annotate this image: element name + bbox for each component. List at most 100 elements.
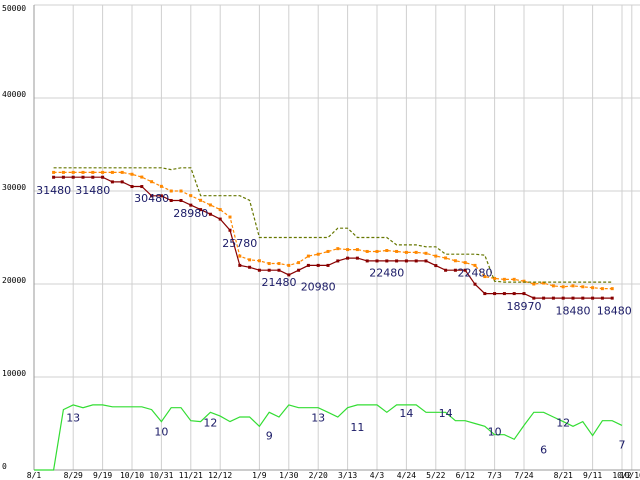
series-point: [277, 268, 281, 272]
series-line: [53, 176, 613, 299]
series-point: [404, 259, 408, 263]
series-point: [52, 175, 56, 179]
x-tick-label: 1/30: [279, 471, 298, 480]
series-point: [336, 259, 340, 263]
data-label: 22480: [458, 267, 493, 280]
series-point: [600, 296, 604, 300]
chart-axes: [33, 5, 640, 471]
series-point: [385, 259, 389, 263]
series-point: [502, 292, 506, 296]
series-point: [434, 254, 438, 258]
series-point: [287, 273, 291, 277]
data-label: 20980: [301, 281, 336, 294]
series-point: [169, 198, 173, 202]
series-point: [189, 203, 193, 207]
series-point: [434, 264, 438, 268]
series-point: [169, 189, 173, 193]
series-point: [208, 203, 212, 207]
series-point: [228, 215, 232, 219]
series-point: [571, 296, 575, 300]
series-point: [189, 194, 193, 198]
series-point: [483, 292, 487, 296]
series-point: [591, 296, 595, 300]
series-point: [532, 296, 536, 300]
series-point: [218, 217, 222, 221]
series-point: [355, 248, 359, 252]
series-point: [346, 256, 350, 260]
data-label: 9: [266, 429, 273, 442]
series-point: [159, 194, 163, 198]
x-tick-label: 9/19: [93, 471, 112, 480]
series-point: [277, 262, 281, 266]
y-tick-label: 10000: [2, 369, 26, 378]
series-point: [110, 170, 114, 174]
series-point: [326, 249, 330, 253]
series-point: [81, 175, 85, 179]
series-point: [61, 175, 65, 179]
y-tick-label: 30000: [2, 183, 26, 192]
series-point: [150, 194, 154, 198]
series-point: [581, 285, 585, 289]
series-point: [453, 259, 457, 263]
series-point: [483, 275, 487, 279]
series-point: [502, 277, 506, 281]
x-tick-label: 8/21: [554, 471, 573, 480]
data-label: 12: [203, 416, 217, 429]
series-point: [71, 175, 75, 179]
series-point: [316, 252, 320, 256]
series-point: [444, 268, 448, 272]
series-point: [444, 256, 448, 260]
series-point: [365, 249, 369, 253]
data-label: 10: [154, 426, 168, 439]
y-tick-label: 40000: [2, 90, 26, 99]
series-point: [336, 247, 340, 251]
series-point: [71, 170, 75, 174]
series-point: [101, 170, 105, 174]
series-point: [463, 268, 467, 272]
series-point: [199, 208, 203, 212]
x-tick-label: 10/10: [120, 471, 144, 480]
series-point: [473, 263, 477, 267]
x-tick-label: 4/24: [397, 471, 416, 480]
series-point: [150, 180, 154, 184]
series-point: [120, 180, 124, 184]
x-tick-label: 8/29: [64, 471, 83, 480]
series-point: [306, 263, 310, 267]
x-tick-label: 12/12: [208, 471, 232, 480]
series-point: [610, 287, 614, 291]
series-point: [542, 296, 546, 300]
y-tick-label: 50000: [2, 4, 26, 13]
series-point: [306, 254, 310, 258]
series-point: [61, 170, 65, 174]
chart-series: [34, 167, 623, 471]
series-point: [542, 281, 546, 285]
data-label: 11: [350, 421, 364, 434]
series-point: [346, 248, 350, 252]
data-label: 25780: [222, 237, 257, 250]
x-tick-label: 10/31: [149, 471, 173, 480]
series-point: [414, 259, 418, 263]
data-label: 21480: [262, 276, 297, 289]
series-point: [248, 265, 252, 269]
series-point: [532, 282, 536, 286]
series-point: [130, 172, 134, 176]
series-point: [414, 250, 418, 254]
series-point: [101, 175, 105, 179]
series-point: [581, 296, 585, 300]
series-point: [610, 296, 614, 300]
series-point: [257, 268, 261, 272]
x-tick-label: 2/20: [309, 471, 328, 480]
data-label: 28980: [173, 207, 208, 220]
series-point: [404, 250, 408, 254]
series-point: [463, 261, 467, 265]
series-point: [159, 184, 163, 188]
x-tick-label: 10/2: [612, 471, 631, 480]
series-point: [591, 286, 595, 290]
x-tick-label: 11/21: [179, 471, 203, 480]
series-point: [365, 259, 369, 263]
series-point: [522, 279, 526, 283]
series-point: [355, 256, 359, 260]
series-point: [375, 259, 379, 263]
series-point: [199, 198, 203, 202]
